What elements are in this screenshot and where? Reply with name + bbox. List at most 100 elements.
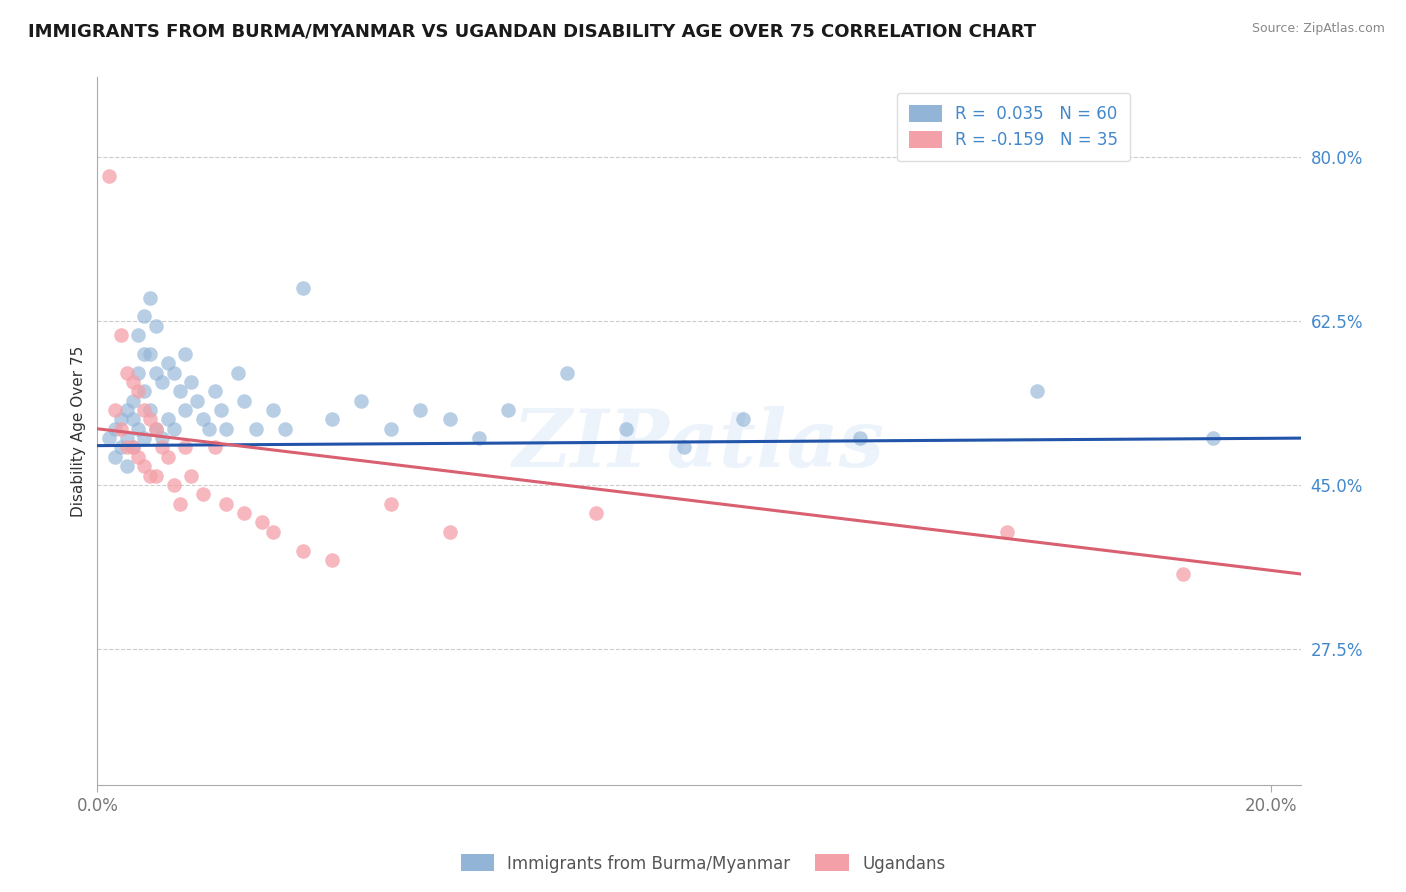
Point [127, 450, 149, 464]
Point [321, 412, 343, 426]
Point [145, 422, 167, 436]
Point [250, 516, 273, 530]
Point [468, 431, 491, 445]
Point [174, 441, 197, 455]
Point [110, 328, 132, 343]
Point [215, 422, 238, 436]
Point [186, 393, 208, 408]
Point [163, 366, 186, 380]
Point [134, 459, 156, 474]
Y-axis label: Disability Age Over 75: Disability Age Over 75 [72, 345, 86, 516]
Point [127, 422, 149, 436]
Point [439, 524, 461, 539]
Point [291, 281, 314, 295]
Point [174, 347, 197, 361]
Point [226, 366, 249, 380]
Point [673, 441, 696, 455]
Point [110, 412, 132, 426]
Point [134, 310, 156, 324]
Point [134, 384, 156, 399]
Point [127, 366, 149, 380]
Point [233, 393, 256, 408]
Point [156, 450, 179, 464]
Point [169, 384, 191, 399]
Point [409, 403, 432, 417]
Point [127, 328, 149, 343]
Legend: Immigrants from Burma/Myanmar, Ugandans: Immigrants from Burma/Myanmar, Ugandans [454, 847, 952, 880]
Point [163, 478, 186, 492]
Point [145, 366, 167, 380]
Point [139, 412, 162, 426]
Point [139, 403, 162, 417]
Point [121, 375, 143, 389]
Point [134, 403, 156, 417]
Point [139, 468, 162, 483]
Point [110, 422, 132, 436]
Point [127, 384, 149, 399]
Point [121, 393, 143, 408]
Point [115, 431, 138, 445]
Point [150, 375, 173, 389]
Point [134, 431, 156, 445]
Point [555, 366, 578, 380]
Point [1173, 566, 1195, 581]
Point [98, 431, 121, 445]
Point [104, 450, 127, 464]
Point [115, 441, 138, 455]
Point [145, 318, 167, 333]
Point [121, 412, 143, 426]
Point [174, 403, 197, 417]
Point [180, 468, 202, 483]
Point [1201, 431, 1223, 445]
Point [350, 393, 373, 408]
Legend: R =  0.035   N = 60, R = -0.159   N = 35: R = 0.035 N = 60, R = -0.159 N = 35 [897, 93, 1130, 161]
Point [233, 506, 256, 520]
Point [115, 459, 138, 474]
Text: ZIPatlas: ZIPatlas [513, 407, 884, 484]
Point [98, 169, 121, 183]
Point [262, 524, 284, 539]
Point [145, 468, 167, 483]
Point [614, 422, 637, 436]
Point [121, 441, 143, 455]
Point [110, 441, 132, 455]
Point [191, 412, 214, 426]
Point [156, 356, 179, 370]
Point [215, 497, 238, 511]
Point [274, 422, 297, 436]
Point [156, 412, 179, 426]
Point [209, 403, 232, 417]
Point [321, 553, 343, 567]
Point [169, 497, 191, 511]
Point [104, 422, 127, 436]
Point [380, 497, 402, 511]
Point [115, 403, 138, 417]
Point [121, 441, 143, 455]
Point [191, 487, 214, 501]
Point [849, 431, 872, 445]
Point [150, 441, 173, 455]
Point [585, 506, 607, 520]
Point [134, 347, 156, 361]
Point [380, 422, 402, 436]
Point [439, 412, 461, 426]
Point [995, 524, 1018, 539]
Point [115, 366, 138, 380]
Point [139, 291, 162, 305]
Point [1025, 384, 1047, 399]
Point [496, 403, 519, 417]
Text: IMMIGRANTS FROM BURMA/MYANMAR VS UGANDAN DISABILITY AGE OVER 75 CORRELATION CHAR: IMMIGRANTS FROM BURMA/MYANMAR VS UGANDAN… [28, 22, 1036, 40]
Point [291, 543, 314, 558]
Point [145, 422, 167, 436]
Point [204, 441, 226, 455]
Text: Source: ZipAtlas.com: Source: ZipAtlas.com [1251, 22, 1385, 36]
Point [163, 422, 186, 436]
Point [180, 375, 202, 389]
Point [104, 403, 127, 417]
Point [204, 384, 226, 399]
Point [198, 422, 221, 436]
Point [731, 412, 754, 426]
Point [150, 431, 173, 445]
Point [139, 347, 162, 361]
Point [245, 422, 267, 436]
